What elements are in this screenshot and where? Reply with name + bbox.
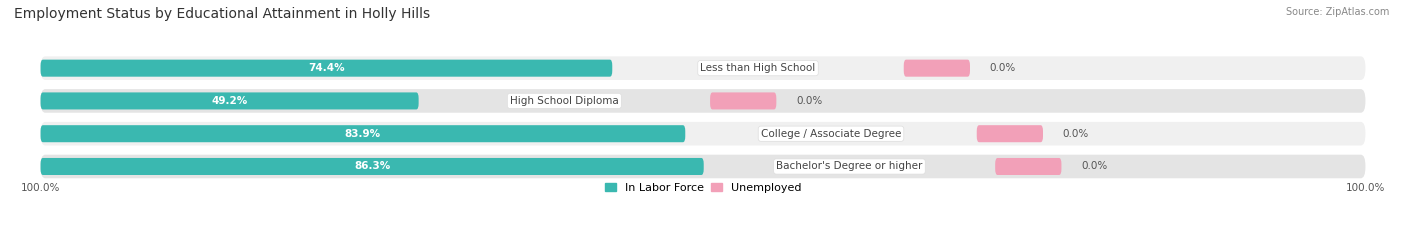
Text: 0.0%: 0.0% [990,63,1017,73]
Text: 0.0%: 0.0% [1081,161,1108,171]
Text: Source: ZipAtlas.com: Source: ZipAtlas.com [1285,7,1389,17]
FancyBboxPatch shape [904,60,970,77]
Text: Less than High School: Less than High School [700,63,815,73]
FancyBboxPatch shape [41,125,685,142]
FancyBboxPatch shape [41,89,1365,113]
FancyBboxPatch shape [41,93,419,110]
Text: 49.2%: 49.2% [211,96,247,106]
FancyBboxPatch shape [41,122,1365,145]
Text: 0.0%: 0.0% [1063,129,1090,139]
Legend: In Labor Force, Unemployed: In Labor Force, Unemployed [605,183,801,193]
FancyBboxPatch shape [41,56,1365,80]
Text: 100.0%: 100.0% [21,183,60,193]
FancyBboxPatch shape [710,93,776,110]
FancyBboxPatch shape [995,158,1062,175]
FancyBboxPatch shape [41,60,612,77]
Text: Employment Status by Educational Attainment in Holly Hills: Employment Status by Educational Attainm… [14,7,430,21]
Text: 83.9%: 83.9% [344,129,381,139]
Text: 74.4%: 74.4% [308,63,344,73]
FancyBboxPatch shape [41,155,1365,178]
Text: High School Diploma: High School Diploma [510,96,619,106]
Text: 100.0%: 100.0% [1346,183,1385,193]
Text: 86.3%: 86.3% [354,161,391,171]
FancyBboxPatch shape [41,158,704,175]
Text: 0.0%: 0.0% [796,96,823,106]
Text: College / Associate Degree: College / Associate Degree [761,129,901,139]
FancyBboxPatch shape [977,125,1043,142]
Text: Bachelor's Degree or higher: Bachelor's Degree or higher [776,161,922,171]
